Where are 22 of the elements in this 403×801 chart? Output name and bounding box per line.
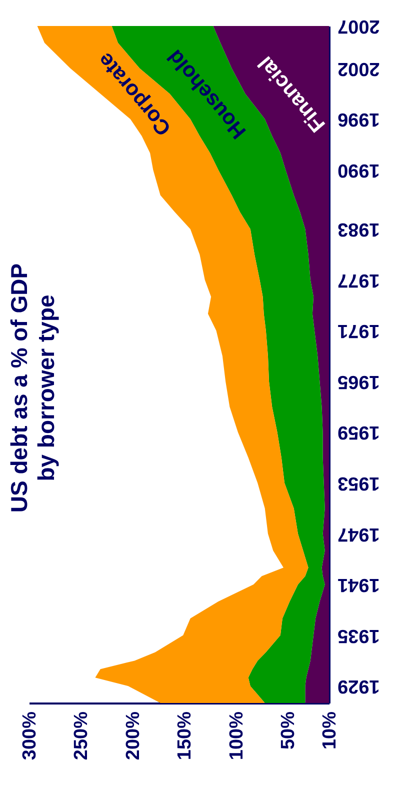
y-tick-label: 1941 (337, 574, 380, 596)
y-tick-label: 1971 (337, 320, 380, 342)
x-tick-label: 50% (278, 711, 300, 750)
y-tick-label: 2007 (338, 16, 380, 36)
x-tick-label: 150% (174, 711, 196, 760)
x-tick-label: 250% (71, 711, 92, 760)
y-tick-label: 1935 (337, 624, 380, 646)
text: US debt as a % of GDP by borrower type (6, 263, 59, 513)
y-tick-label: 2002 (338, 58, 380, 79)
x-tick-label: 10% (320, 711, 340, 750)
y-tick-label: 1965 (337, 370, 380, 392)
y-tick-label: 1947 (338, 523, 380, 544)
x-tick-label: 300% (20, 711, 40, 760)
y-tick-label: 1996 (338, 108, 380, 130)
x-tick-label: 100% (226, 711, 248, 760)
y-tick-label: 1990 (338, 159, 380, 180)
y-tick-label: 1983 (338, 218, 380, 240)
x-tick-label: 200% (122, 711, 144, 760)
y-tick-label: 1977 (338, 269, 380, 290)
y-tick-label: 1953 (338, 472, 380, 494)
y-tick-label: 1959 (338, 422, 380, 443)
y-tick-label: 1929 (338, 676, 380, 697)
